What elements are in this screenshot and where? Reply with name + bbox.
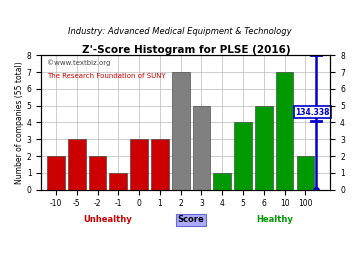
Bar — [130, 139, 148, 190]
Bar — [234, 123, 252, 190]
Bar — [89, 156, 106, 190]
Y-axis label: Number of companies (55 total): Number of companies (55 total) — [15, 61, 24, 184]
Bar — [68, 139, 86, 190]
Title: Z'-Score Histogram for PLSE (2016): Z'-Score Histogram for PLSE (2016) — [82, 45, 290, 55]
Bar — [213, 173, 231, 190]
Bar — [276, 72, 293, 190]
Bar — [109, 173, 127, 190]
Text: Score: Score — [178, 215, 204, 224]
Bar — [151, 139, 169, 190]
Bar — [193, 106, 210, 190]
Bar — [172, 72, 189, 190]
Bar — [297, 156, 314, 190]
Text: ©www.textbiz.org: ©www.textbiz.org — [47, 59, 111, 66]
Bar — [255, 106, 273, 190]
Bar — [47, 156, 65, 190]
Text: Industry: Advanced Medical Equipment & Technology: Industry: Advanced Medical Equipment & T… — [68, 27, 292, 36]
Text: 134.338: 134.338 — [296, 108, 330, 117]
Text: Healthy: Healthy — [256, 215, 293, 224]
Text: The Research Foundation of SUNY: The Research Foundation of SUNY — [47, 73, 166, 79]
Text: Unhealthy: Unhealthy — [84, 215, 132, 224]
